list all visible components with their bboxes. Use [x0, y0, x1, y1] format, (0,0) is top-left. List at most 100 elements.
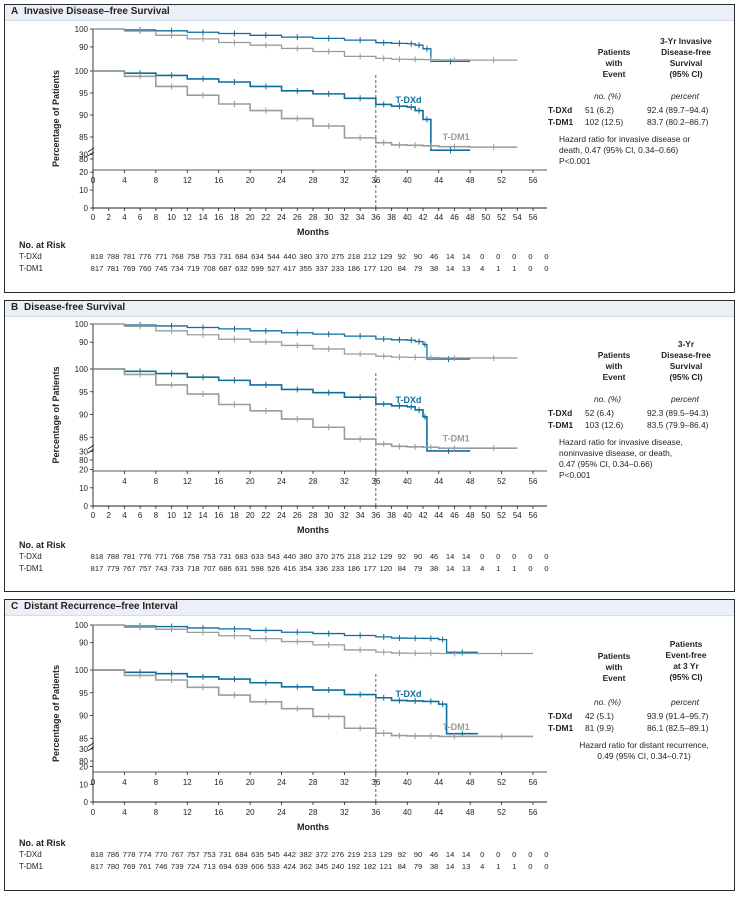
at-risk-cell: 0	[544, 564, 549, 573]
at-risk-cell: 761	[138, 862, 152, 871]
at-risk-cell: 0	[528, 850, 533, 859]
panel-header-band: C Distant Recurrence–free Interval	[5, 600, 734, 616]
at-risk-cell: 79	[413, 564, 423, 573]
at-risk-cell: 186	[347, 564, 361, 573]
x-tick-label: 34	[356, 213, 365, 222]
at-risk-cell: 0	[512, 850, 517, 859]
stats-events: 103 (12.6)	[585, 420, 624, 430]
at-risk-cell: 745	[154, 264, 168, 273]
at-risk-cell: 38	[429, 564, 439, 573]
inset-x-tick-label: 24	[277, 176, 286, 185]
at-risk-cell: 757	[186, 850, 200, 859]
at-risk-cell: 684	[235, 850, 248, 859]
x-tick-label: 22	[261, 213, 270, 222]
y-tick-label: 30	[79, 447, 88, 456]
at-risk-cell: 1	[496, 862, 501, 871]
x-tick-label: 50	[481, 213, 490, 222]
at-risk-cell: 14	[445, 264, 455, 273]
x-tick-label: 30	[324, 213, 333, 222]
x-axis-label: Months	[297, 822, 329, 832]
at-risk-cell: 731	[219, 850, 232, 859]
inset-y-tick-label: 80	[79, 456, 88, 465]
axis-break-mark	[87, 147, 95, 157]
at-risk-cell: 129	[379, 552, 393, 561]
stats-block: Patients with Event Patients Event-free a…	[545, 639, 730, 821]
at-risk-cell: 92	[397, 850, 407, 859]
at-risk-cell: 781	[122, 252, 136, 261]
inset-x-tick-label: 36	[371, 778, 380, 787]
x-tick-label: 32	[340, 213, 349, 222]
inset-x-tick-label: 36	[371, 477, 380, 486]
at-risk-cell: 817	[90, 264, 104, 273]
inset-x-tick-label: 44	[434, 477, 443, 486]
series-line-overview	[93, 28, 518, 61]
y-tick-label: 90	[79, 43, 88, 52]
x-tick-label: 36	[371, 213, 380, 222]
at-risk-cell: 753	[203, 850, 216, 859]
at-risk-cell: 545	[267, 850, 280, 859]
inset-x-tick-label: 0	[91, 176, 96, 185]
x-tick-label: 10	[167, 511, 176, 520]
at-risk-arm-tdm1: T-DM1	[19, 264, 43, 273]
at-risk-cell: 767	[170, 850, 184, 859]
at-risk-cell: 776	[138, 252, 152, 261]
at-risk-cell: 724	[186, 862, 200, 871]
x-tick-label: 16	[214, 511, 223, 520]
at-risk-cell: 1	[496, 264, 501, 273]
series-line-overview	[93, 624, 533, 655]
at-risk-cell: 120	[379, 564, 393, 573]
x-tick-label: 32	[340, 511, 349, 520]
inset-y-tick-label: 80	[79, 757, 88, 766]
at-risk-cell: 598	[251, 564, 264, 573]
at-risk-cell: 380	[299, 252, 312, 261]
inset-y-tick-label: 85	[79, 734, 88, 743]
axis-break-mark	[87, 444, 95, 454]
x-tick-label: 50	[481, 511, 490, 520]
x-tick-label: 48	[466, 511, 475, 520]
at-risk-cell: 345	[315, 862, 329, 871]
panel-invasive-dfs: A Invasive Disease–free Survival 100 90 30…	[4, 4, 735, 293]
at-risk-arm-tdxd: T-DXd	[19, 552, 42, 561]
inset-x-tick-label: 24	[277, 477, 286, 486]
inset-y-tick-label: 90	[79, 712, 88, 721]
inset-x-tick-label: 44	[434, 778, 443, 787]
at-risk-cell: 768	[170, 552, 184, 561]
at-risk-cell: 639	[235, 862, 248, 871]
at-risk-cell: 121	[379, 862, 393, 871]
at-risk-cell: 0	[512, 552, 517, 561]
at-risk-cell: 13	[461, 564, 471, 573]
at-risk-cell: 370	[315, 552, 329, 561]
x-tick-label: 40	[403, 511, 412, 520]
at-risk-cell: 757	[138, 564, 152, 573]
x-tick-label: 32	[340, 808, 349, 817]
at-risk-cell: 684	[235, 252, 248, 261]
x-tick-label: 44	[434, 511, 443, 520]
at-risk-cell: 818	[90, 850, 104, 859]
at-risk-cell: 788	[106, 552, 120, 561]
at-risk-cell: 0	[544, 552, 549, 561]
series-label-tdxd: T-DXd	[396, 395, 422, 405]
inset-x-tick-label: 52	[497, 176, 506, 185]
at-risk-cell: 526	[267, 564, 280, 573]
x-tick-label: 18	[230, 511, 239, 520]
at-risk-cell: 533	[267, 862, 280, 871]
col-header-rate: 3-Yr Invasive Disease-free Survival (95%…	[660, 36, 712, 79]
at-risk-cell: 1	[512, 862, 517, 871]
x-tick-label: 44	[434, 213, 443, 222]
at-risk-cell: 631	[235, 564, 248, 573]
at-risk-cell: 336	[315, 564, 329, 573]
x-tick-label: 28	[309, 511, 318, 520]
at-risk-cell: 778	[122, 850, 136, 859]
at-risk-cell: 120	[379, 264, 393, 273]
inset-x-tick-label: 12	[183, 778, 192, 787]
at-risk-cell: 416	[283, 564, 296, 573]
series-line-inset	[93, 368, 518, 449]
at-risk-cell: 599	[251, 264, 264, 273]
at-risk-cell: 177	[363, 264, 377, 273]
inset-y-tick-label: 90	[79, 111, 88, 120]
panel-header-band: B Disease-free Survival	[5, 301, 734, 317]
x-tick-label: 34	[356, 511, 365, 520]
x-tick-label: 20	[246, 213, 255, 222]
